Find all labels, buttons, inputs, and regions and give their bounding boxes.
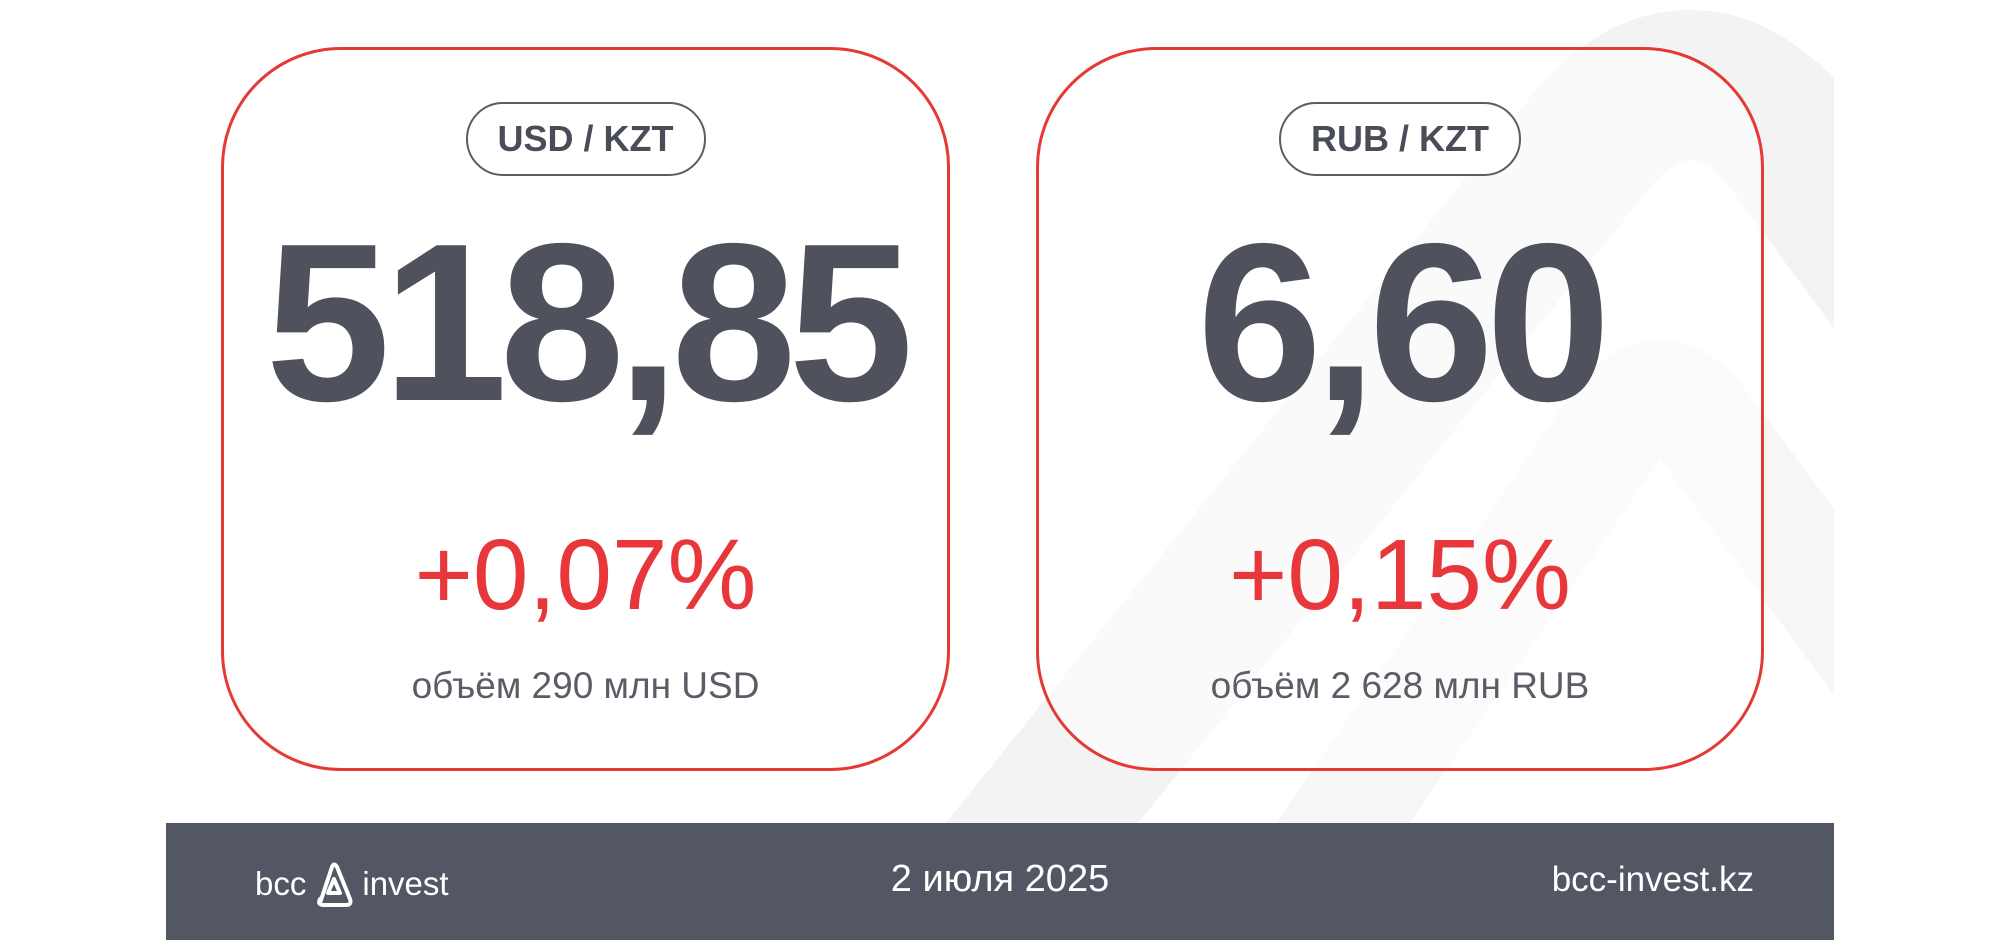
exchange-rate: 6,60: [1197, 196, 1611, 448]
currency-pair-badge: RUB / KZT: [1279, 102, 1521, 176]
trade-volume: объём 290 млн USD: [411, 665, 760, 706]
logo-text-bcc: bcc: [255, 865, 307, 902]
rub-kzt-card: RUB / KZT 6,60 +0,15% объём 2 628 млн RU…: [1036, 47, 1764, 771]
rate-change: +0,07%: [414, 519, 757, 631]
bcc-invest-logo: bcc invest: [255, 859, 449, 909]
trade-volume: объём 2 628 млн RUB: [1210, 665, 1590, 706]
logo-text-invest: invest: [362, 865, 449, 902]
exchange-rate: 518,85: [265, 196, 913, 448]
rate-change: +0,15%: [1229, 519, 1571, 631]
triangle-logo-icon: [317, 862, 353, 907]
footer-bar: bcc invest 2 июля 2025 bcc-invest.kz: [166, 823, 1834, 940]
report-date: 2 июля 2025: [890, 858, 1110, 900]
website-link[interactable]: bcc-invest.kz: [1551, 860, 1754, 899]
usd-kzt-card: USD / KZT 518,85 +0,07% объём 290 млн US…: [221, 47, 950, 771]
currency-pair-badge: USD / KZT: [465, 102, 706, 176]
